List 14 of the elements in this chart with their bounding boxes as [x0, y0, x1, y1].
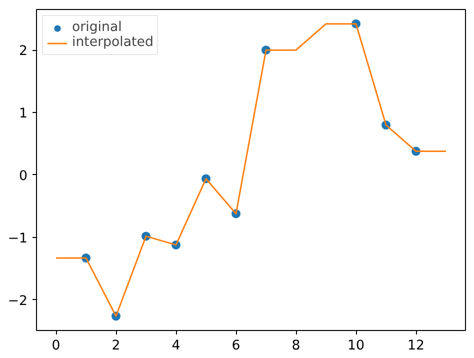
x-tick-label: 10	[348, 338, 364, 354]
x-tick-label: 2	[112, 338, 120, 354]
y-tick-label: −1	[8, 231, 28, 246]
y-tick-label: −2	[8, 294, 28, 309]
x-tick-label: 12	[408, 338, 424, 354]
legend-label: original	[72, 20, 122, 35]
x-tick-label: 8	[292, 338, 300, 354]
x-tick-label: 4	[172, 338, 180, 354]
legend-label: interpolated	[72, 35, 154, 50]
y-tick-label: 1	[19, 106, 28, 122]
x-tick-label: 6	[232, 338, 240, 354]
y-tick-label: 2	[19, 44, 28, 60]
x-tick-label: 0	[52, 338, 60, 354]
y-tick-label: 0	[19, 168, 28, 184]
